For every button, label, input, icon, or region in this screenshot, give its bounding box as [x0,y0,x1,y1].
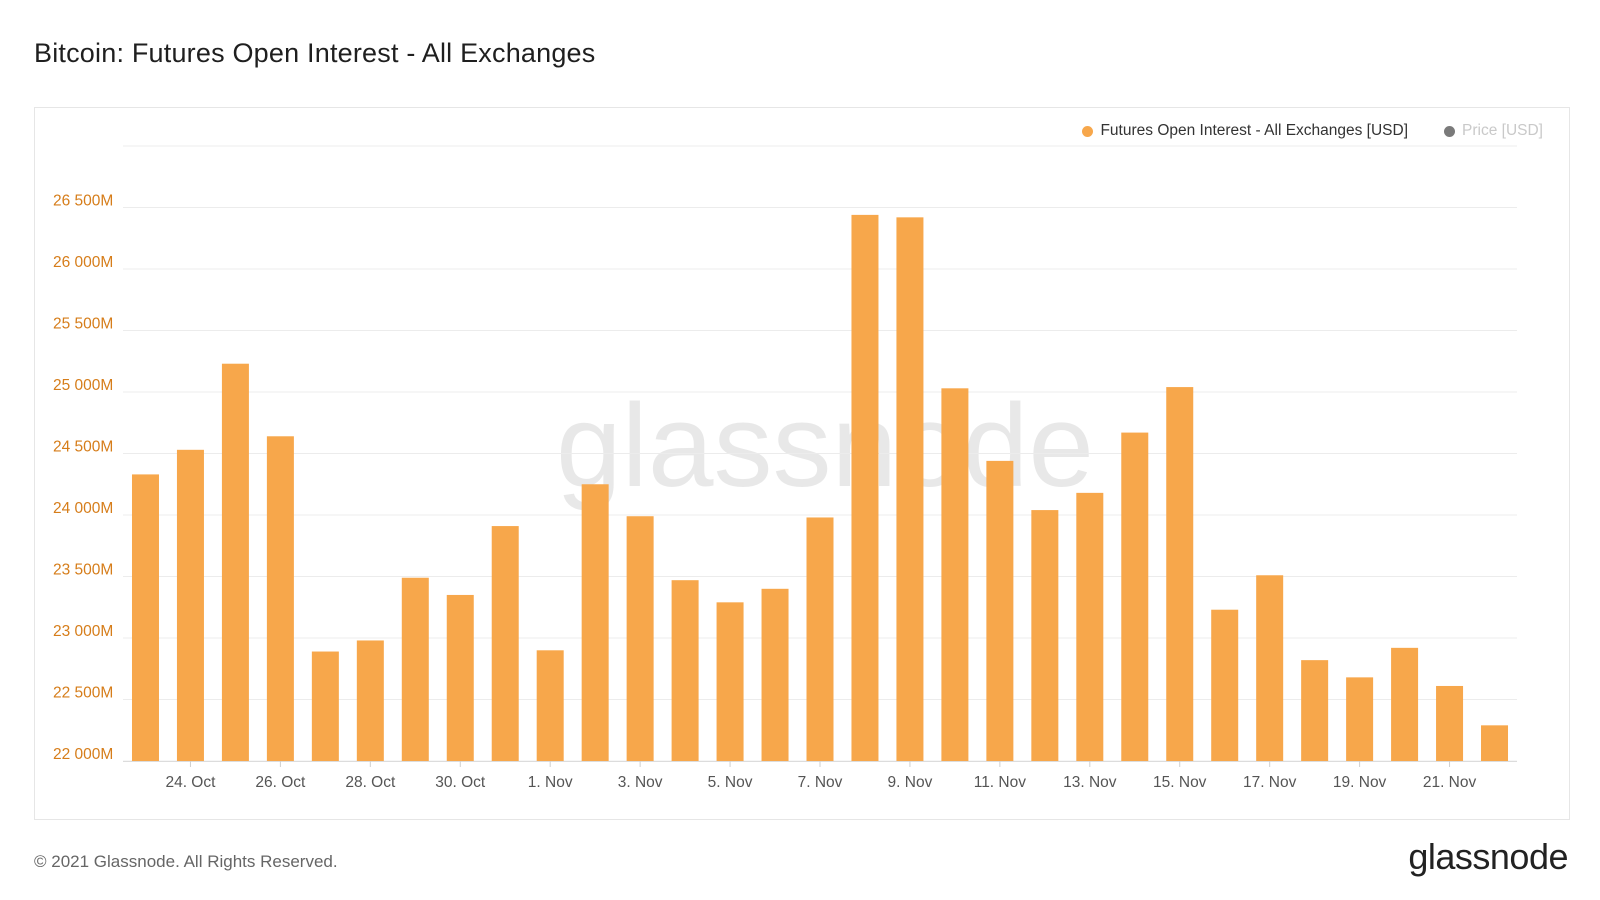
y-tick-label: 26 000M [53,254,113,271]
bar-2-nov [581,484,609,761]
x-tick-label: 1. Nov [528,774,573,791]
bar-16-nov [1211,609,1239,761]
bar-14-nov [1121,432,1149,761]
legend-item-open-interest[interactable]: Futures Open Interest - All Exchanges [U… [1082,122,1408,140]
bar-23-oct [131,474,159,761]
x-tick-label: 28. Oct [345,774,396,791]
x-tick-label: 9. Nov [888,774,933,791]
legend: Futures Open Interest - All Exchanges [U… [1082,122,1543,140]
bar-3-nov [626,516,654,761]
y-tick-label: 23 000M [53,623,113,640]
bar-24-oct [176,449,204,761]
bar-1-nov [536,650,564,761]
bar-29-oct [401,577,429,761]
bar-13-nov [1076,492,1104,761]
bar-7-nov [806,517,834,761]
bar-8-nov [851,214,879,761]
bar-28-oct [356,640,384,761]
legend-dot-orange-icon [1082,125,1094,137]
bar-5-nov [716,602,744,761]
bar-11-nov [986,460,1014,761]
bar-26-oct [266,436,294,761]
y-tick-label: 24 500M [53,439,113,456]
x-tick-label: 13. Nov [1063,774,1117,791]
y-tick-label: 22 500M [53,685,113,702]
x-tick-label: 7. Nov [798,774,843,791]
y-tick-label: 25 000M [53,377,113,394]
y-tick-label: 23 500M [53,562,113,579]
bar-4-nov [671,580,699,761]
bar-12-nov [1031,510,1059,761]
bar-25-oct [221,363,249,761]
x-tick-label: 30. Oct [435,774,486,791]
x-tick-label: 5. Nov [708,774,753,791]
bar-10-nov [941,388,969,761]
legend-item-price[interactable]: Price [USD] [1444,122,1543,140]
bar-17-nov [1256,575,1284,761]
y-tick-label: 26 500M [53,193,113,210]
bar-22-nov [1481,725,1509,761]
y-tick-label: 25 500M [53,316,113,333]
bar-19-nov [1346,677,1374,761]
bar-31-oct [491,526,519,761]
bar-6-nov [761,588,789,761]
glassnode-logo: glassnode [1408,836,1568,877]
chart-panel: glassnode 22 000M 22 500M 23 000M 23 500M 24… [34,107,1570,820]
legend-dot-grey-icon [1444,125,1456,137]
x-tick-label: 24. Oct [165,774,216,791]
bar-20-nov [1391,647,1419,761]
copyright-footer: © 2021 Glassnode. All Rights Reserved. [34,852,338,871]
bar-chart: 22 000M 22 500M 23 000M 23 500M 24 000M 24 50… [53,145,1517,791]
x-tick-label: 26. Oct [255,774,306,791]
bar-18-nov [1301,660,1329,761]
bar-27-oct [311,651,339,761]
bar-21-nov [1436,685,1464,761]
x-tick-label: 19. Nov [1333,774,1387,791]
legend-label-open-interest: Futures Open Interest - All Exchanges [U… [1100,122,1409,139]
y-tick-label: 22 000M [53,746,113,763]
bar-30-oct [446,594,474,761]
x-tick-label: 3. Nov [618,774,663,791]
x-tick-label: 21. Nov [1423,774,1477,791]
x-tick-label: 17. Nov [1243,774,1297,791]
bar-15-nov [1166,387,1194,761]
y-tick-label: 24 000M [53,500,113,517]
chart-title: Bitcoin: Futures Open Interest - All Exc… [34,38,596,68]
legend-label-price: Price [USD] [1462,122,1543,139]
x-tick-label: 11. Nov [974,774,1027,791]
x-tick-label: 15. Nov [1153,774,1207,791]
bar-9-nov [896,217,924,762]
